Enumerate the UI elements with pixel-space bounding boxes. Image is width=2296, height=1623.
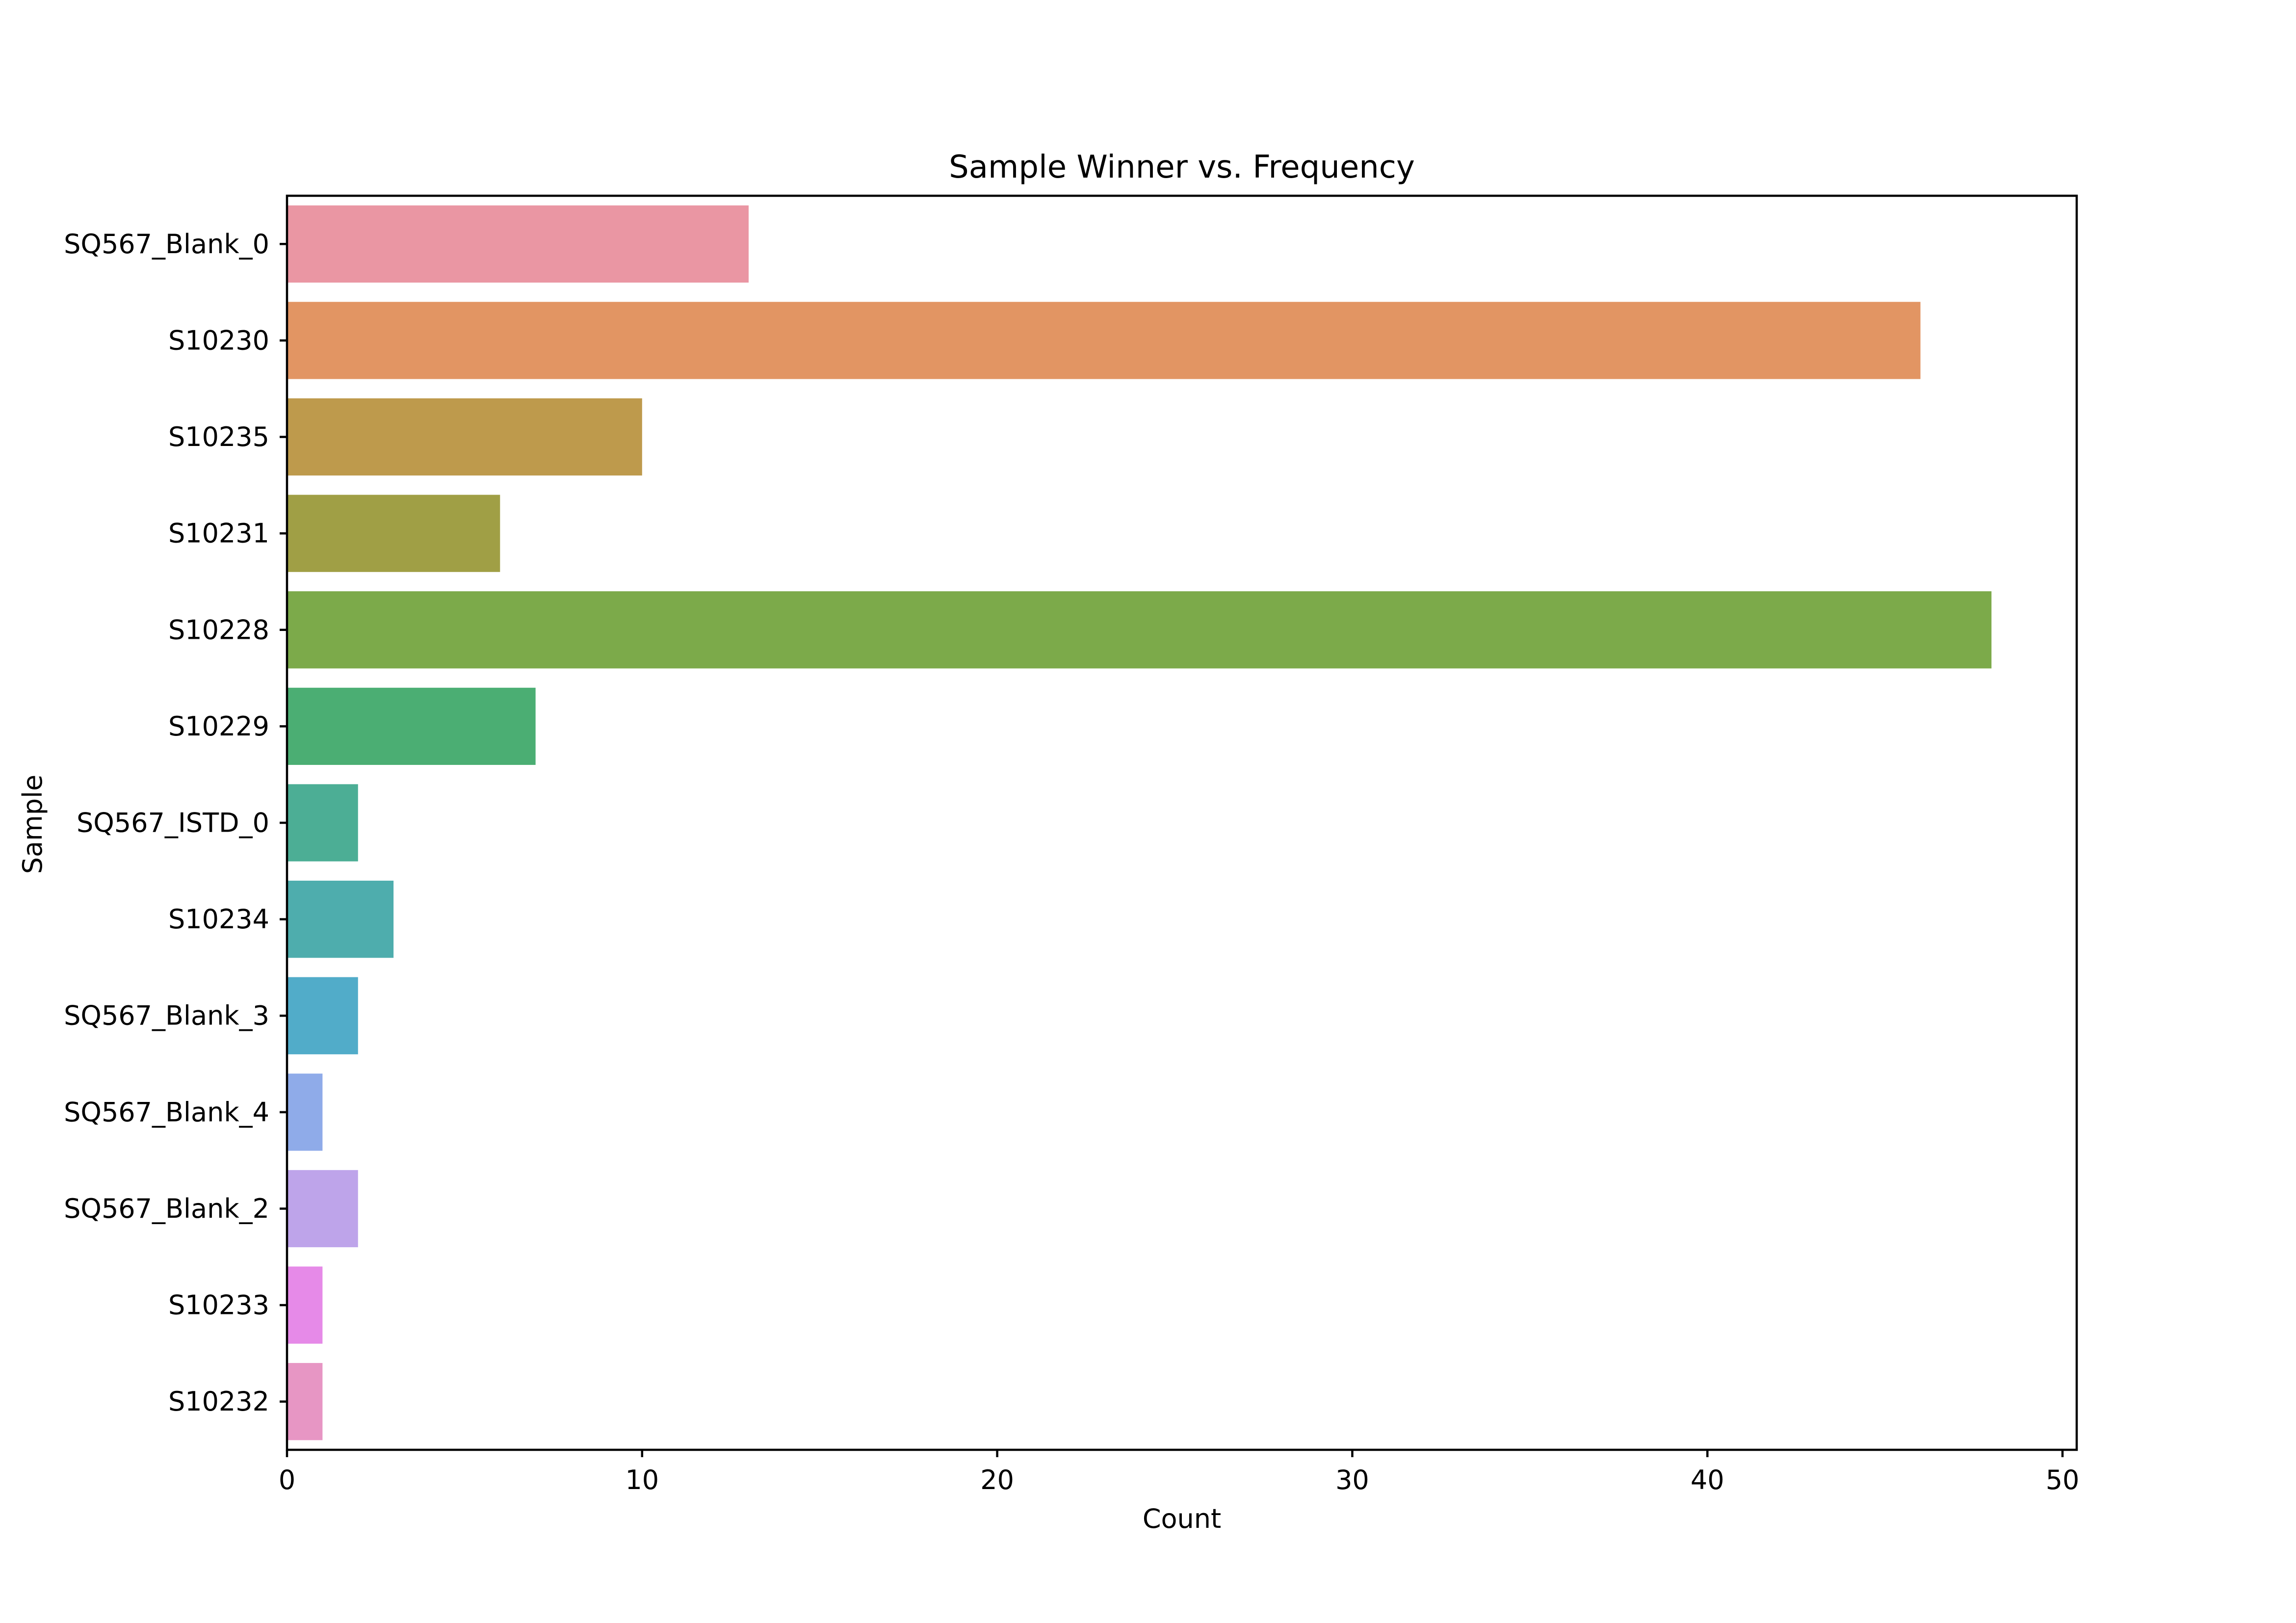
bar-sq567_istd_0 [287,784,358,862]
x-tick-label: 0 [279,1465,295,1495]
plot-frame [286,194,2078,1451]
y-tick-label: SQ567_Blank_2 [64,1193,269,1224]
x-axis-label: Count [1143,1503,1221,1534]
chart-title: Sample Winner vs. Frequency [949,149,1415,185]
x-tick-label: 30 [1335,1465,1369,1495]
bar-s10231 [287,495,500,572]
y-tick-label: S10231 [168,518,269,549]
bar-sq567_blank_3 [287,977,358,1054]
bar-sq567_blank_0 [287,205,749,283]
bar-s10228 [287,591,1992,669]
y-tick-label: S10234 [168,904,269,935]
bars-layer [287,205,1992,1440]
x-tick-label: 50 [2046,1465,2080,1495]
y-tick-label: S10232 [168,1386,269,1417]
y-tick-label: SQ567_Blank_3 [64,1000,269,1031]
bar-s10232 [287,1363,323,1440]
x-tick-label: 10 [625,1465,659,1495]
y-tick-label: SQ567_ISTD_0 [77,808,269,838]
y-tick-label: S10230 [168,325,269,356]
y-axis-label: Sample [17,775,48,874]
bar-sq567_blank_2 [287,1170,358,1248]
y-tick-label: SQ567_Blank_0 [64,229,269,260]
bar-s10235 [287,398,642,476]
y-tick-label: S10228 [168,614,269,645]
y-tick-label: S10233 [168,1290,269,1321]
bar-s10229 [287,687,536,765]
ticks-layer: SQ567_Blank_0 S10230 S10235 S10231 S10228 S10… [64,229,2079,1495]
x-tick-label: 40 [1691,1465,1724,1495]
y-tick-label: SQ567_Blank_4 [64,1097,269,1127]
y-tick-label: S10235 [168,421,269,452]
y-tick-label: S10229 [168,711,269,742]
x-tick-label: 20 [980,1465,1014,1495]
bar-s10233 [287,1266,323,1344]
bar-s10230 [287,302,1921,379]
bar-s10234 [287,880,394,958]
bar-sq567_blank_4 [287,1073,323,1151]
